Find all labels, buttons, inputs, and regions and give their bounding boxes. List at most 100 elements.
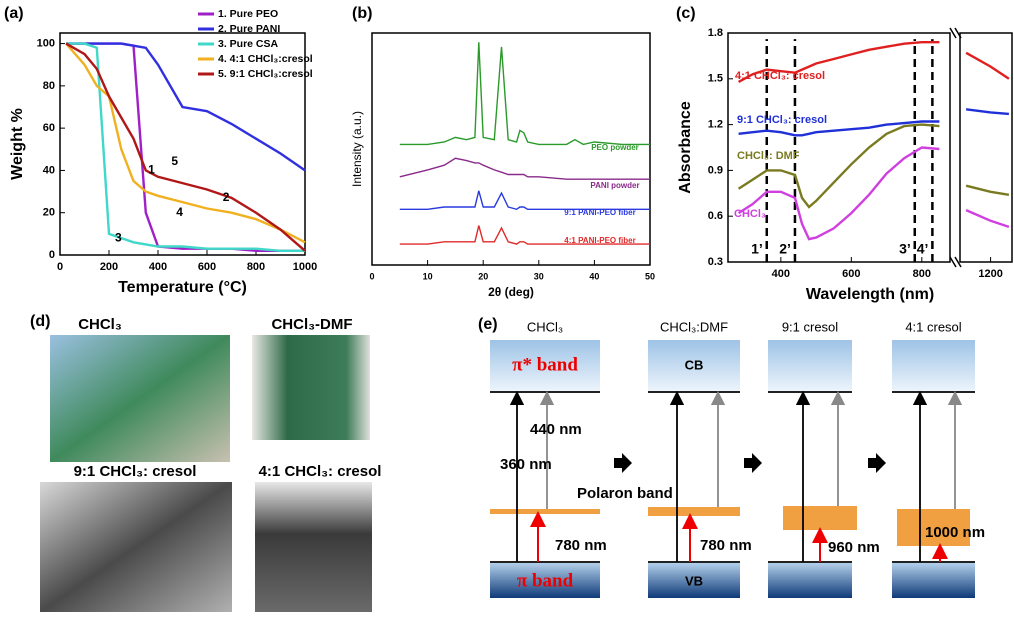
figure: (a)(b)(c)(d)(e)0200400600800100002040608… <box>0 0 1014 618</box>
panel-label: (c) <box>676 5 696 22</box>
data-line <box>400 42 650 144</box>
photo-caption: CHCl₃ <box>78 316 122 333</box>
photo <box>50 335 230 462</box>
x-tick-label: 400 <box>772 268 790 280</box>
x-axis-label: Temperature (°C) <box>118 279 247 296</box>
marker-label: 4’ <box>917 241 929 257</box>
x-tick-label: 10 <box>423 271 433 281</box>
series-label: CHCl₃: DMF <box>737 150 800 162</box>
x-tick-label: 800 <box>247 261 265 273</box>
curve-label: 2 <box>223 190 230 204</box>
y-tick-label: 0.3 <box>708 256 723 268</box>
data-line <box>966 210 1009 227</box>
y-tick-label: 1.5 <box>708 73 723 85</box>
x-tick-label: 1200 <box>978 268 1002 280</box>
x-tick-label: 0 <box>57 261 63 273</box>
data-line <box>739 125 940 207</box>
y-axis-label: Absorbance <box>677 101 694 194</box>
x-tick-label: 0 <box>369 271 374 281</box>
x-tick-label: 1000 <box>293 261 317 273</box>
y-tick-label: 100 <box>37 37 55 49</box>
band-title: 9:1 cresol <box>782 319 838 334</box>
x-tick-label: 600 <box>842 268 860 280</box>
photo-caption: 4:1 CHCl₃: cresol <box>259 463 382 480</box>
polaron-band <box>783 506 857 530</box>
y-tick-label: 1.8 <box>708 27 723 39</box>
data-line <box>400 191 650 210</box>
conduction-band <box>892 340 975 392</box>
curve-label: 3 <box>115 230 122 244</box>
panel-label: (b) <box>352 5 372 22</box>
y-axis-label: Weight % <box>9 108 26 180</box>
transition-label: 360 nm <box>500 456 552 473</box>
y-tick-label: 0.6 <box>708 210 723 222</box>
polaron-band <box>648 507 740 516</box>
valence-band <box>892 562 975 598</box>
x-tick-label: 200 <box>100 261 118 273</box>
page: {"panel_labels": ["(a)", "(b)", "(c)", "… <box>0 0 1014 618</box>
legend-label: 4. 4:1 CHCl₃:cresol <box>218 53 313 65</box>
legend-label: 3. Pure CSA <box>218 38 279 50</box>
transition-label: 440 nm <box>530 421 582 438</box>
data-line <box>400 158 650 179</box>
y-axis-label: Intensity (a.u.) <box>350 111 364 187</box>
marker-label: 2’ <box>779 241 791 257</box>
photo <box>252 335 370 440</box>
x-tick-label: 50 <box>645 271 655 281</box>
band-title: CHCl₃ <box>527 319 563 334</box>
band-title: CHCl₃:DMF <box>660 319 728 334</box>
series-label: CHCl₃ <box>734 208 766 220</box>
photo-caption: CHCl₃-DMF <box>271 316 352 333</box>
legend-label: 2. Pure PANI <box>218 23 280 35</box>
data-line <box>966 53 1009 79</box>
band-label: π band <box>517 570 574 591</box>
curve-label: 4 <box>176 205 183 219</box>
transition-label: 780 nm <box>700 537 752 554</box>
conduction-band <box>768 340 852 392</box>
transition-label: Polaron band <box>577 485 673 502</box>
y-tick-label: 0 <box>49 249 55 261</box>
x-tick-label: 800 <box>913 268 931 280</box>
photo <box>255 482 372 612</box>
curve-label: 5 <box>171 154 178 168</box>
x-axis-label: Wavelength (nm) <box>806 286 934 303</box>
panel-label: (a) <box>4 5 24 22</box>
x-axis-label: 2θ (deg) <box>488 285 534 299</box>
series-label: 9:1 CHCl₃: cresol <box>737 114 827 126</box>
band-label: CB <box>685 357 704 372</box>
x-tick-label: 30 <box>534 271 544 281</box>
plot-frame <box>728 33 950 262</box>
series-label: PANI powder <box>590 181 639 190</box>
series-label: 9:1 PANI-PEO fiber <box>564 208 635 217</box>
y-tick-label: 80 <box>43 80 55 92</box>
series-label: PEO powder <box>591 143 639 152</box>
polaron-band <box>490 509 600 514</box>
y-tick-label: 20 <box>43 207 55 219</box>
panel-label: (d) <box>30 313 50 330</box>
photo <box>40 482 232 612</box>
step-arrows <box>614 453 886 473</box>
series-label: 4:1 CHCl₃: cresol <box>735 70 825 82</box>
transition-label: 960 nm <box>828 539 880 556</box>
x-tick-label: 40 <box>589 271 599 281</box>
panel-label: (e) <box>478 316 498 333</box>
transition-label: 1000 nm <box>925 524 985 541</box>
marker-label: 3’ <box>899 241 911 257</box>
marker-label: 1’ <box>751 241 763 257</box>
y-tick-label: 40 <box>43 164 55 176</box>
x-tick-label: 20 <box>478 271 488 281</box>
x-tick-label: 400 <box>149 261 167 273</box>
photo-caption: 9:1 CHCl₃: cresol <box>74 463 197 480</box>
legend-label: 1. Pure PEO <box>218 8 278 20</box>
valence-band <box>768 562 852 598</box>
band-label: π* band <box>512 354 578 375</box>
curve-label: 1 <box>148 163 155 177</box>
band-title: 4:1 cresol <box>905 319 961 334</box>
y-tick-label: 60 <box>43 122 55 134</box>
series-label: 4:1 PANI-PEO fiber <box>564 236 635 245</box>
data-line <box>966 186 1009 195</box>
y-tick-label: 0.9 <box>708 164 723 176</box>
plot-frame <box>960 33 1012 262</box>
y-tick-label: 1.2 <box>708 119 723 131</box>
legend-label: 5. 9:1 CHCl₃:cresol <box>218 68 313 80</box>
